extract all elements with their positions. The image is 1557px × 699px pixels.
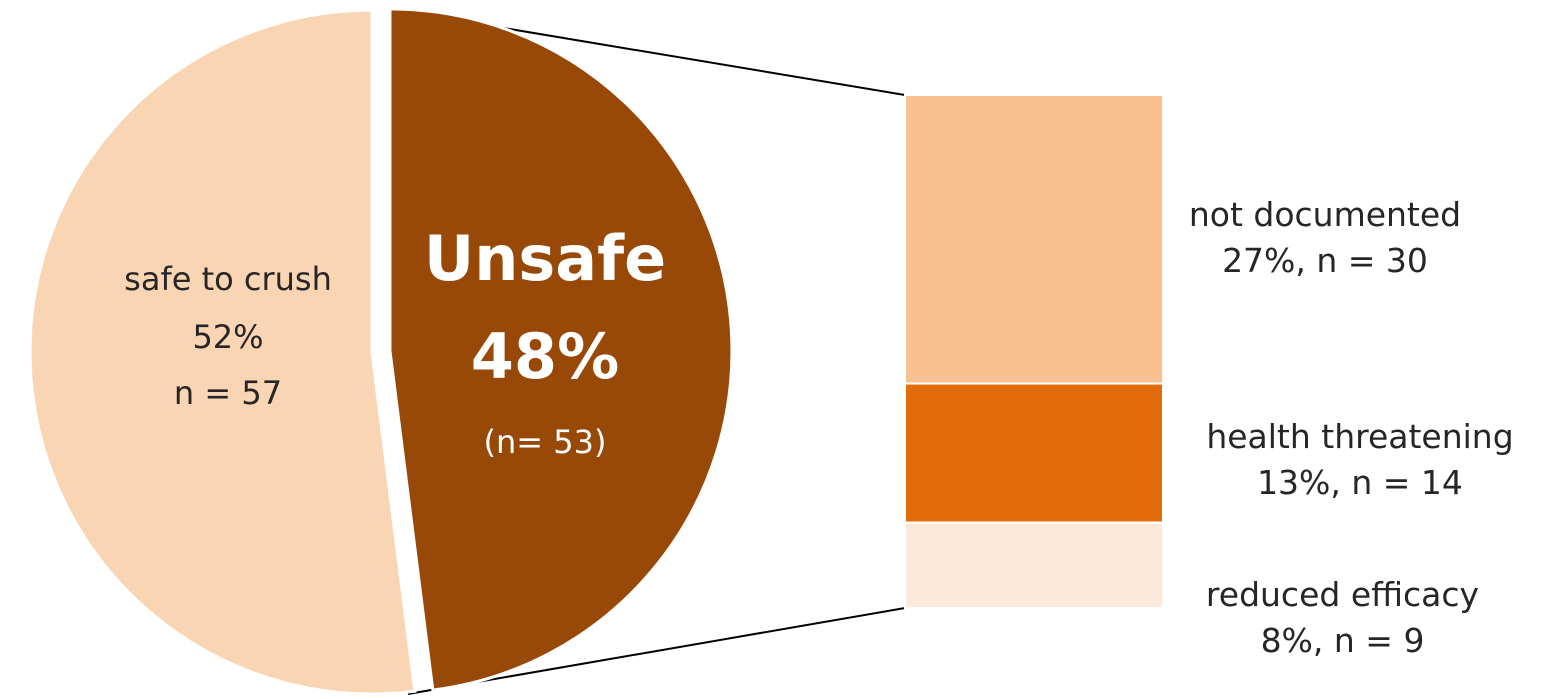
label-reduced-efficacy-value: 8%, n = 9 xyxy=(1260,621,1425,660)
label-not-documented-value: 27%, n = 30 xyxy=(1222,241,1428,280)
connector-line-bottom xyxy=(407,607,906,695)
unsafe-slice-count: (n= 53) xyxy=(484,423,607,461)
label-health-threatening-name: health threatening xyxy=(1206,417,1514,456)
safe-slice-label: safe to crush xyxy=(124,260,332,298)
bar-segment-not-documented xyxy=(904,94,1164,385)
bar-segment-health-threatening xyxy=(904,382,1164,524)
pie-slice-safe-to-crush xyxy=(28,8,417,696)
label-not-documented: not documented 27%, n = 30 xyxy=(1175,192,1475,284)
pie-slice-unsafe xyxy=(388,7,734,692)
unsafe-slice-label: Unsafe xyxy=(424,222,666,295)
label-health-threatening-value: 13%, n = 14 xyxy=(1257,463,1463,502)
label-not-documented-name: not documented xyxy=(1188,195,1462,234)
label-reduced-efficacy: reduced efficacy 8%, n = 9 xyxy=(1170,572,1515,664)
safe-slice-count: n = 57 xyxy=(174,374,282,412)
bar-segment-reduced-efficacy xyxy=(904,521,1164,609)
label-reduced-efficacy-name: reduced efficacy xyxy=(1205,575,1480,614)
safe-slice-percent: 52% xyxy=(192,318,263,356)
unsafe-slice-percent: 48% xyxy=(471,320,619,393)
label-health-threatening: health threatening 13%, n = 14 xyxy=(1170,414,1550,506)
